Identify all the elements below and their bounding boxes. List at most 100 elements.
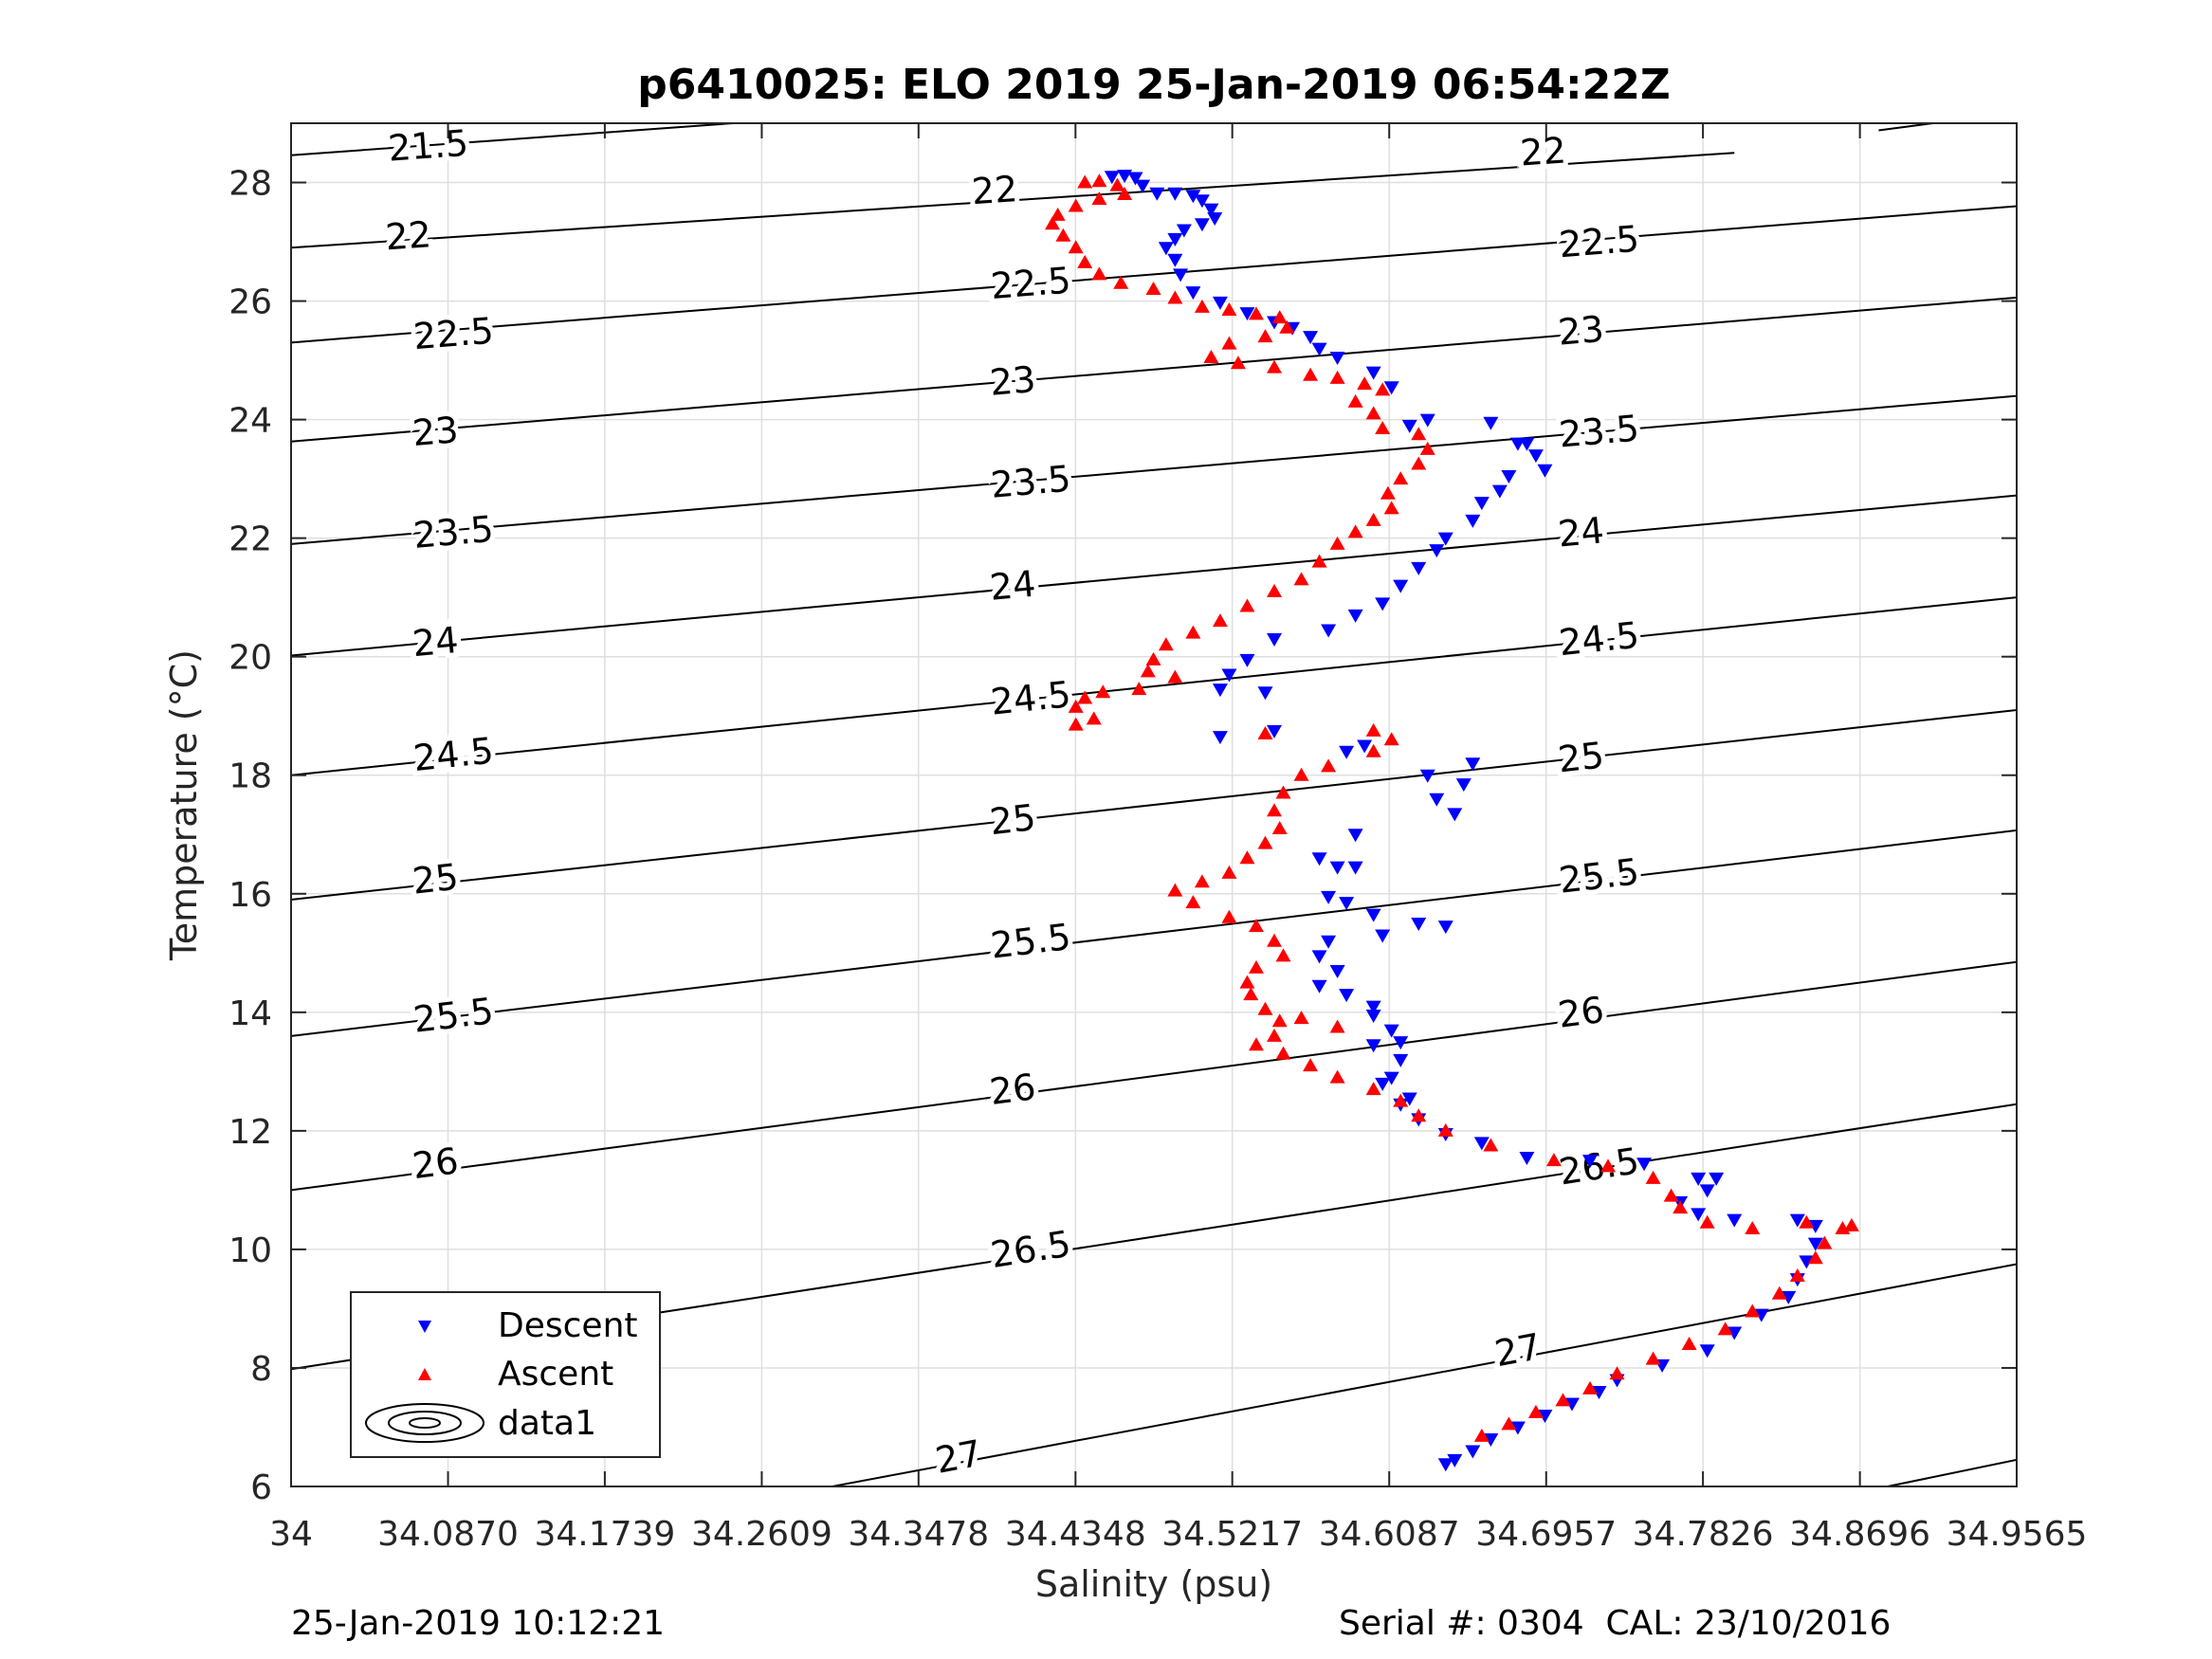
- descent-point: [1699, 1344, 1715, 1358]
- contour-label: 22: [1519, 129, 1567, 173]
- ascent-point: [1380, 485, 1396, 500]
- ascent-point: [1158, 637, 1174, 651]
- contour-label: 25: [411, 856, 461, 902]
- descent-point: [1321, 624, 1337, 638]
- ascent-point: [1275, 1046, 1291, 1060]
- descent-point: [1311, 342, 1327, 356]
- x-tick-label: 34.6957: [1475, 1515, 1617, 1554]
- ascent-point: [1275, 948, 1291, 962]
- descent-point: [1393, 1036, 1409, 1050]
- y-tick-label: 22: [229, 520, 272, 559]
- ascent-point: [1068, 240, 1084, 254]
- ascent-point: [1091, 191, 1107, 206]
- descent-point: [1781, 1290, 1797, 1304]
- ascent-point: [1221, 301, 1237, 316]
- ascent-point: [1131, 682, 1147, 696]
- descent-point: [1194, 194, 1210, 209]
- contour-label: 23.5: [411, 508, 495, 556]
- x-axis-label: Salinity (psu): [1035, 1563, 1272, 1605]
- ascent-point: [1329, 536, 1345, 550]
- descent-point: [1339, 897, 1355, 911]
- legend-box: [350, 1291, 661, 1458]
- y-tick-label: 12: [229, 1113, 272, 1152]
- ascent-point: [1257, 835, 1273, 849]
- descent-point: [1383, 1024, 1399, 1038]
- ascent-point: [1835, 1221, 1851, 1235]
- x-tick-label: 34: [269, 1515, 313, 1554]
- descent-point: [1473, 497, 1490, 511]
- descent-point: [1329, 351, 1345, 365]
- descent-point: [1447, 1453, 1463, 1468]
- ascent-point: [1473, 1428, 1490, 1442]
- descent-point: [1257, 686, 1273, 701]
- contour-line: [291, 829, 2017, 1037]
- ascent-point: [1267, 583, 1283, 597]
- ascent-point: [1113, 275, 1129, 289]
- descent-point: [1501, 470, 1517, 484]
- ascent-point: [1357, 376, 1373, 391]
- descent-point: [1727, 1213, 1743, 1228]
- x-tick-label: 34.0870: [377, 1515, 519, 1554]
- descent-point: [1591, 1385, 1607, 1399]
- ascent-point: [1411, 427, 1427, 441]
- descent-point: [1437, 1458, 1453, 1472]
- descent-point: [1185, 190, 1201, 204]
- descent-point: [1321, 935, 1337, 949]
- ascent-point: [1843, 1217, 1859, 1231]
- contour-line: [291, 960, 2017, 1192]
- contour-line: [291, 123, 734, 156]
- ascent-point: [1347, 393, 1363, 408]
- ascent-point: [1055, 228, 1071, 242]
- contour-label: 26: [410, 1139, 461, 1187]
- y-tick-label: 10: [229, 1231, 272, 1270]
- contour-label: 22.5: [989, 260, 1072, 308]
- ascent-point: [1267, 1028, 1283, 1042]
- ascent-point: [1077, 254, 1093, 268]
- footer-serial-calibration: Serial #: 0304 CAL: 23/10/2016: [1339, 1604, 1892, 1643]
- contour-line: [291, 708, 2017, 902]
- descent-point: [1267, 724, 1283, 738]
- contour-label: 24.5: [411, 730, 496, 779]
- descent-point: [1311, 950, 1327, 964]
- contour-label: 21.5: [387, 122, 470, 170]
- y-tick-label: 14: [229, 994, 272, 1033]
- descent-point: [1347, 609, 1363, 623]
- descent-point: [1789, 1213, 1805, 1228]
- ascent-point: [1248, 959, 1264, 974]
- contour-line: [291, 205, 2017, 344]
- ascent-point: [1365, 743, 1381, 757]
- descent-point: [1429, 793, 1445, 807]
- ascent-point: [1527, 1404, 1544, 1418]
- contour-label: 24: [411, 619, 460, 665]
- descent-point: [1321, 890, 1337, 904]
- descent-point: [1339, 989, 1355, 1003]
- descent-point: [1437, 532, 1453, 546]
- ascent-point: [1321, 758, 1337, 773]
- chart-title: p6410025: ELO 2019 25-Jan-2019 06:54:22Z: [637, 61, 1670, 109]
- descent-point: [1221, 668, 1237, 683]
- descent-point: [1203, 203, 1219, 217]
- descent-point: [1419, 769, 1435, 783]
- ascent-point: [1257, 329, 1273, 343]
- x-tick-label: 34.1739: [534, 1515, 675, 1554]
- ascent-point: [1699, 1214, 1715, 1229]
- ascent-point: [1365, 406, 1381, 420]
- y-tick-label: 28: [229, 165, 272, 204]
- descent-point: [1104, 171, 1120, 185]
- ascent-point: [1673, 1200, 1689, 1214]
- contour-line: [1887, 1458, 2017, 1486]
- ascent-point: [1817, 1235, 1833, 1249]
- ascent-point: [1221, 336, 1237, 350]
- ascent-point: [1140, 664, 1156, 678]
- ascent-point: [1145, 282, 1161, 296]
- ascent-point: [1329, 1069, 1345, 1084]
- legend-descent-marker: [418, 1321, 431, 1333]
- descent-point: [1167, 232, 1183, 246]
- descent-point: [1176, 224, 1192, 238]
- descent-point: [1347, 861, 1363, 875]
- contour-label: 26: [1556, 989, 1607, 1036]
- descent-point: [1357, 739, 1373, 754]
- descent-point: [1465, 757, 1481, 772]
- ascent-point: [1239, 975, 1255, 989]
- ascent-point: [1068, 198, 1084, 212]
